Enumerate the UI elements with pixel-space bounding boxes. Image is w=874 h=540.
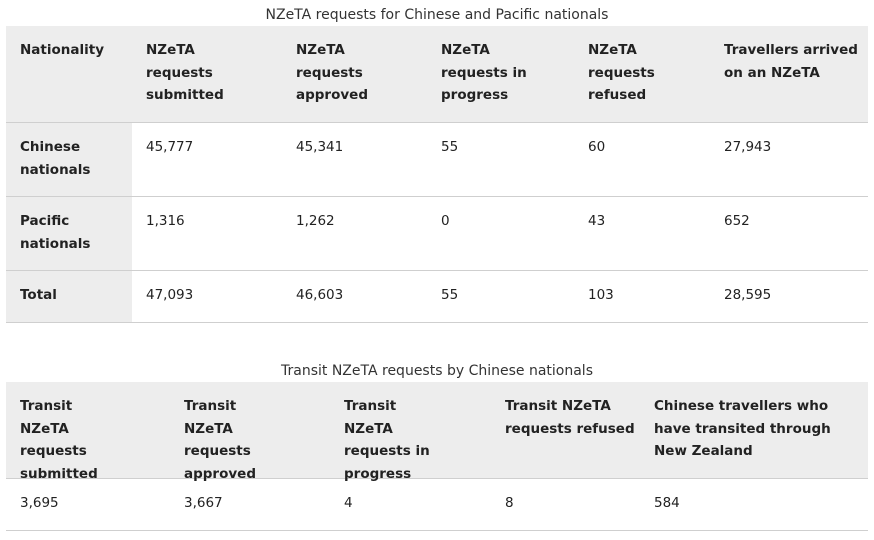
table2-caption: Transit NZeTA requests by Chinese nation…: [281, 363, 593, 379]
cell-in-progress: 55: [441, 287, 459, 303]
table-row: Total 47,093 46,603 55 103 28,595: [6, 271, 868, 323]
cell-submitted: 1,316: [146, 213, 185, 229]
header-transit-in-progress: Transit NZeTA requests in progress: [344, 398, 430, 482]
cell-transit-approved: 3,667: [184, 495, 223, 511]
table-row: 3,695 3,667 4 8 584: [6, 479, 868, 531]
cell-submitted: 47,093: [146, 287, 194, 303]
header-nationality: Nationality: [20, 42, 104, 58]
table-row: Chinese nationals 45,777 45,341 55 60 27…: [6, 123, 868, 197]
header-requests-in-progress: NZeTA requests in progress: [441, 42, 527, 103]
cell-approved: 1,262: [296, 213, 335, 229]
cell-arrived: 652: [724, 213, 750, 229]
cell-transit-in-progress: 4: [344, 495, 353, 511]
cell-transit-refused: 8: [505, 495, 514, 511]
row-label-pacific-nationals: Pacific nationals: [20, 213, 91, 252]
header-requests-approved: NZeTA requests approved: [296, 42, 368, 103]
header-transit-submitted: Transit NZeTA requests submitted: [20, 398, 98, 482]
row-header-cell: Total: [6, 271, 132, 322]
cell-transited-travellers: 584: [654, 495, 680, 511]
transit-nzeta-table: Transit NZeTA requests submitted Transit…: [6, 382, 868, 531]
table1-header-row: Nationality NZeTA requests submitted NZe…: [6, 26, 868, 123]
row-label-total: Total: [20, 287, 57, 303]
cell-refused: 43: [588, 213, 606, 229]
header-transit-refused: Transit NZeTA requests refused: [505, 398, 635, 437]
cell-arrived: 27,943: [724, 139, 772, 155]
table1-caption: NZeTA requests for Chinese and Pacific n…: [265, 7, 609, 23]
cell-approved: 45,341: [296, 139, 344, 155]
header-travellers-arrived: Travellers arrived on an NZeTA: [724, 42, 858, 81]
cell-in-progress: 0: [441, 213, 450, 229]
cell-arrived: 28,595: [724, 287, 772, 303]
cell-approved: 46,603: [296, 287, 344, 303]
cell-refused: 60: [588, 139, 606, 155]
cell-transit-submitted: 3,695: [20, 495, 59, 511]
header-transited-travellers: Chinese travellers who have transited th…: [654, 398, 831, 459]
cell-in-progress: 55: [441, 139, 459, 155]
header-requests-refused: NZeTA requests refused: [588, 42, 655, 103]
header-requests-submitted: NZeTA requests submitted: [146, 42, 224, 103]
cell-submitted: 45,777: [146, 139, 194, 155]
cell-refused: 103: [588, 287, 614, 303]
nzeta-requests-table: Nationality NZeTA requests submitted NZe…: [6, 26, 868, 323]
table-row: Pacific nationals 1,316 1,262 0 43 652: [6, 197, 868, 271]
row-label-chinese-nationals: Chinese nationals: [20, 139, 91, 178]
header-transit-approved: Transit NZeTA requests approved: [184, 398, 256, 482]
row-header-cell: Chinese nationals: [6, 123, 132, 196]
table2-header-row: Transit NZeTA requests submitted Transit…: [6, 382, 868, 482]
row-header-cell: Pacific nationals: [6, 197, 132, 270]
